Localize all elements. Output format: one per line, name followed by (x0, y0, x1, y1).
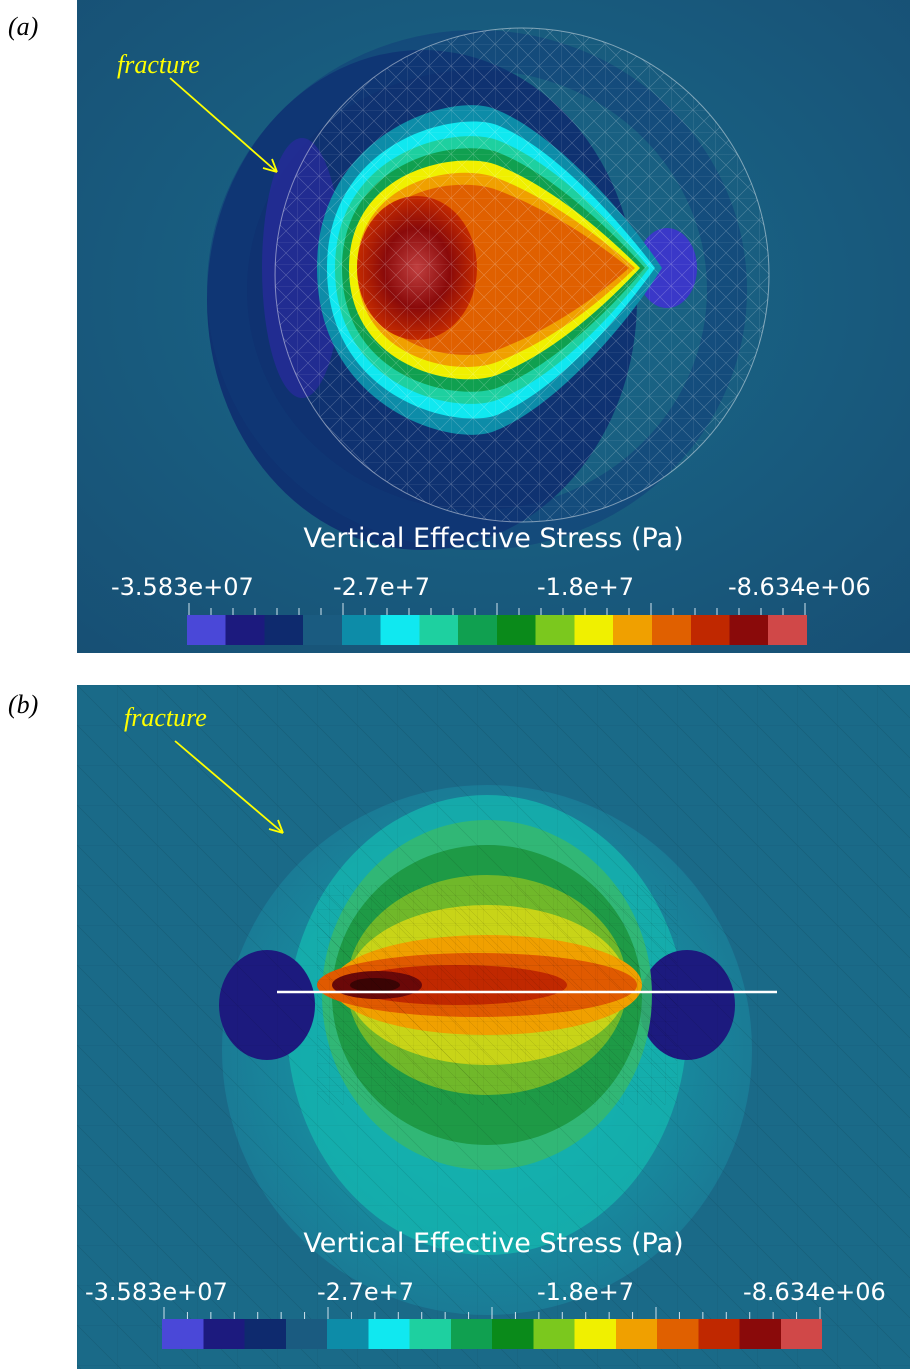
panel-b-plot: fracture Vertical Effective Stress (Pa) … (77, 685, 910, 1369)
fracture-arrow-b (174, 740, 284, 834)
fracture-arrow (169, 77, 278, 173)
colorbar-title-a: Vertical Effective Stress (Pa) (303, 523, 684, 554)
colorbar-tick-b-1: -3.583e+07 (85, 1278, 228, 1306)
panel-a-field (77, 0, 910, 653)
panel-b-label: (b) (8, 690, 39, 719)
fracture-label-b: fracture (124, 703, 207, 732)
colorbar-tick-a-3: -1.8e+7 (537, 573, 634, 601)
panel-b-field (77, 685, 910, 1369)
colorbar-tick-a-1: -3.583e+07 (111, 573, 254, 601)
colorbar-tick-b-2: -2.7e+7 (317, 1278, 414, 1306)
panel-a-label: (a) (8, 12, 39, 41)
panel-a-plot: fracture Vertical Effective Stress (Pa) … (77, 0, 910, 653)
colorbar-tick-a-2: -2.7e+7 (333, 573, 430, 601)
colorbar-title-b: Vertical Effective Stress (Pa) (303, 1228, 684, 1259)
colorbar-tick-b-3: -1.8e+7 (537, 1278, 634, 1306)
colorbar-a (187, 615, 807, 645)
colorbar-b (162, 1319, 822, 1349)
colorbar-tick-b-4: -8.634e+06 (743, 1278, 886, 1306)
fracture-label-a: fracture (117, 50, 200, 79)
colorbar-tick-a-4: -8.634e+06 (728, 573, 871, 601)
colorbar-ticks-a (188, 603, 806, 617)
